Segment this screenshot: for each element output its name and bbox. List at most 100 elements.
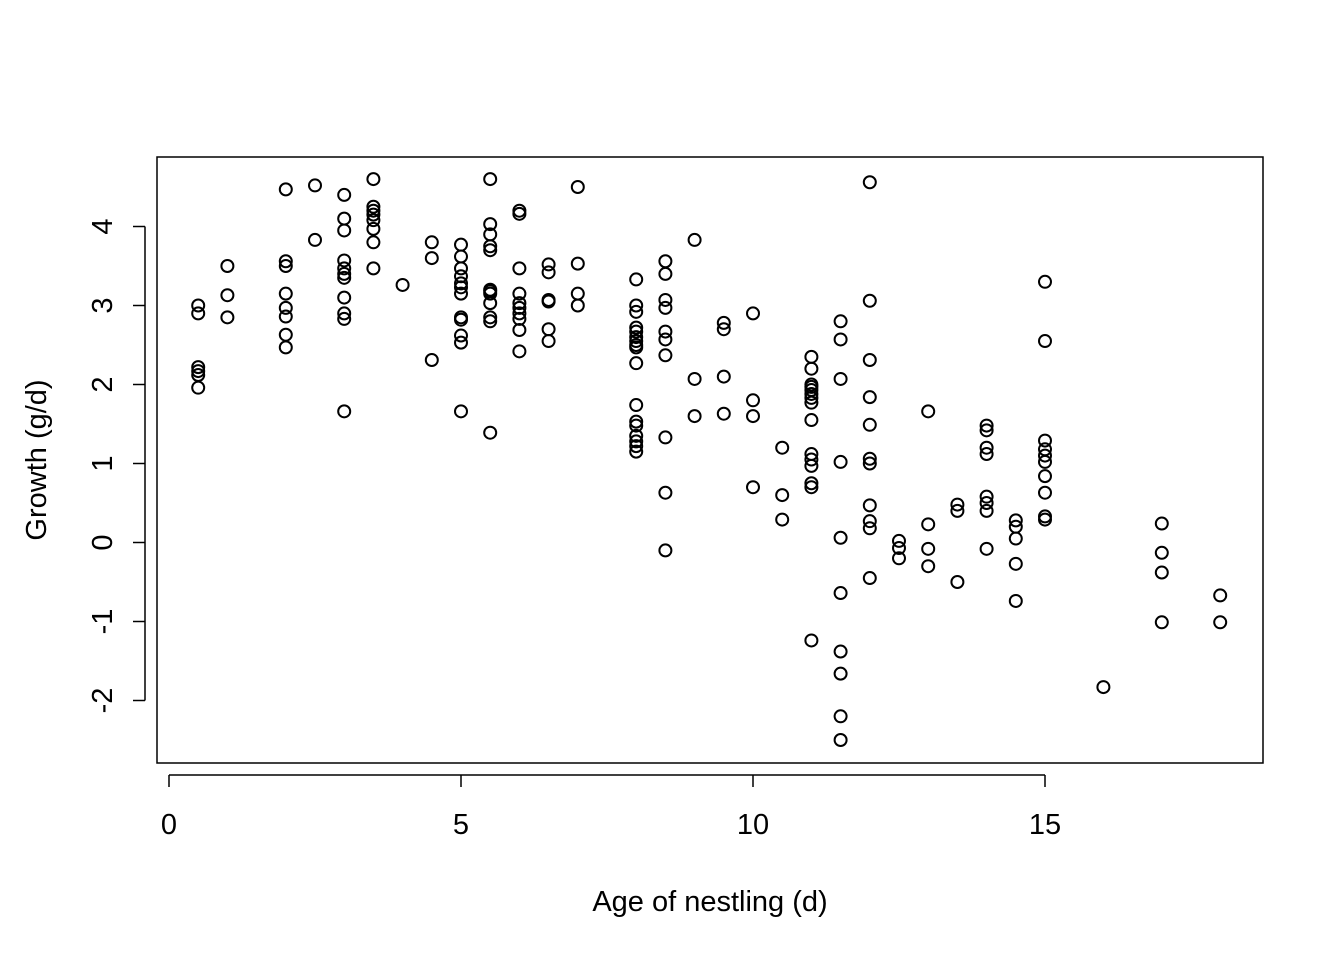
data-point bbox=[804, 413, 819, 428]
data-point bbox=[629, 439, 644, 454]
data-point bbox=[833, 371, 848, 386]
data-point bbox=[191, 380, 206, 395]
data-point bbox=[337, 223, 352, 238]
data-point bbox=[804, 633, 819, 648]
data-point bbox=[921, 559, 936, 574]
data-point bbox=[337, 266, 352, 281]
data-point bbox=[1038, 469, 1052, 484]
data-point bbox=[629, 428, 644, 443]
data-point bbox=[366, 207, 381, 222]
data-point bbox=[833, 709, 848, 724]
data-point bbox=[366, 172, 381, 187]
data-point bbox=[921, 517, 936, 532]
data-point bbox=[454, 328, 468, 343]
data-point bbox=[541, 322, 556, 337]
data-point bbox=[454, 312, 468, 327]
data-point bbox=[746, 409, 760, 424]
data-point bbox=[629, 444, 644, 459]
data-point bbox=[541, 334, 556, 349]
y-axis: -2 -1 0 1 2 3 4 bbox=[87, 218, 146, 714]
data-point bbox=[629, 340, 644, 355]
data-point bbox=[541, 294, 556, 309]
data-point bbox=[512, 261, 527, 276]
data-point bbox=[979, 503, 994, 518]
data-point bbox=[804, 349, 819, 364]
data-point bbox=[454, 404, 468, 419]
data-point bbox=[687, 371, 702, 386]
data-point bbox=[1213, 615, 1228, 630]
data-point bbox=[862, 417, 877, 432]
data-point bbox=[512, 206, 527, 221]
data-point bbox=[541, 265, 556, 280]
data-point bbox=[862, 390, 877, 405]
data-point bbox=[512, 296, 527, 311]
data-point bbox=[1096, 680, 1111, 695]
data-point bbox=[716, 322, 731, 337]
data-point bbox=[862, 521, 877, 536]
data-point bbox=[278, 327, 293, 342]
data-point bbox=[337, 270, 352, 285]
data-point bbox=[454, 335, 468, 350]
data-point bbox=[658, 430, 673, 445]
data-point bbox=[570, 298, 585, 313]
data-point bbox=[483, 217, 498, 232]
data-point bbox=[862, 498, 877, 513]
y-tick-label: 3 bbox=[87, 297, 119, 313]
data-point bbox=[921, 404, 936, 419]
data-point bbox=[570, 180, 585, 194]
data-point bbox=[1154, 565, 1169, 580]
y-tick-label: 1 bbox=[87, 455, 119, 471]
data-point bbox=[308, 178, 322, 193]
data-point bbox=[220, 259, 235, 273]
data-point bbox=[629, 324, 644, 339]
data-point bbox=[979, 418, 994, 433]
plot-frame bbox=[156, 156, 1264, 764]
x-tick-label: 0 bbox=[161, 809, 177, 841]
data-point bbox=[862, 451, 877, 466]
data-point bbox=[833, 454, 848, 469]
x-tick-label: 10 bbox=[737, 809, 769, 841]
y-tick-label: -1 bbox=[87, 609, 119, 635]
data-point bbox=[512, 322, 527, 337]
data-point bbox=[191, 360, 206, 375]
data-point bbox=[775, 488, 790, 503]
x-tick-label: 5 bbox=[453, 809, 469, 841]
y-tick-label: 2 bbox=[87, 376, 119, 392]
data-point bbox=[833, 733, 848, 747]
data-point bbox=[337, 306, 352, 321]
data-point bbox=[1008, 593, 1023, 608]
data-point bbox=[424, 353, 439, 368]
data-point bbox=[1038, 433, 1052, 448]
data-point bbox=[658, 300, 673, 315]
data-point bbox=[804, 386, 819, 401]
data-point bbox=[833, 314, 848, 329]
data-point bbox=[629, 398, 644, 413]
data-point bbox=[337, 211, 352, 226]
data-point bbox=[1008, 556, 1023, 571]
data-point bbox=[950, 503, 965, 518]
data-point bbox=[629, 414, 644, 429]
data-point bbox=[220, 288, 235, 303]
data-point bbox=[833, 586, 848, 601]
y-tick-label: -2 bbox=[87, 688, 119, 714]
data-point bbox=[629, 272, 644, 287]
y-axis-title: Growth (g/d) bbox=[21, 379, 53, 540]
data-point bbox=[658, 254, 673, 269]
data-point bbox=[424, 235, 439, 250]
data-point bbox=[570, 256, 585, 271]
x-axis: 0 5 10 15 bbox=[161, 774, 1061, 841]
data-point bbox=[804, 395, 819, 410]
data-point bbox=[220, 310, 235, 325]
data-point bbox=[862, 456, 877, 471]
data-point bbox=[337, 253, 352, 268]
data-point bbox=[862, 175, 877, 190]
data-point bbox=[979, 496, 994, 510]
data-point bbox=[833, 332, 848, 347]
data-point bbox=[1154, 615, 1169, 630]
x-axis-title: Age of nestling (d) bbox=[592, 886, 827, 918]
data-point bbox=[483, 286, 498, 301]
data-point bbox=[483, 239, 498, 254]
data-point bbox=[833, 666, 848, 681]
data-point bbox=[833, 530, 848, 545]
data-point bbox=[337, 261, 352, 276]
